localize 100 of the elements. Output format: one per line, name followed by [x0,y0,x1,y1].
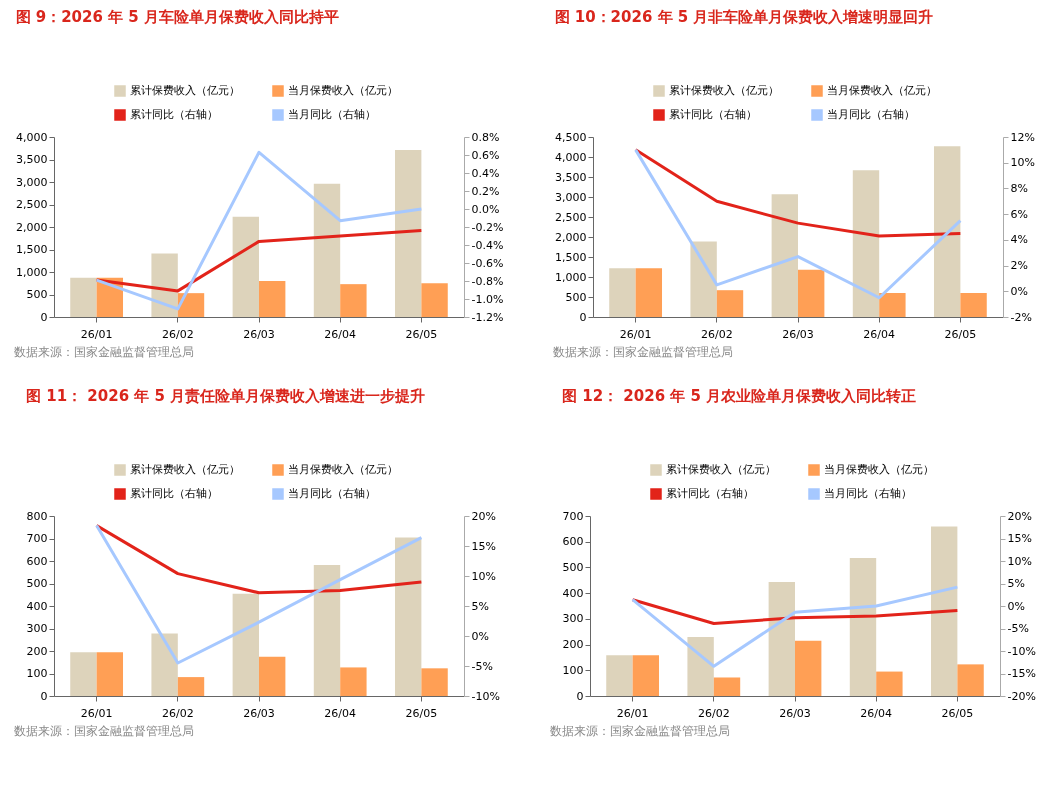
bar [340,667,367,696]
y2-tick-label: -20% [1007,689,1036,703]
bar [879,293,906,317]
y2-tick-label: 20% [1007,509,1032,523]
chart-title: 图 11： 2026 年 5 月责任险单月保费收入增速进一步提升 [26,387,426,405]
bar [340,284,367,317]
legend-label: 当月保费收入（亿元） [824,463,934,476]
y-tick-label: 3,500 [16,153,48,166]
bar [421,668,448,696]
bar [609,268,636,317]
x-tick-label: 26/05 [944,327,977,341]
y2-tick-label: -5% [471,659,493,673]
y2-tick-label: 15% [471,539,496,553]
bar [96,652,124,696]
y-tick-label: 4,000 [16,130,48,144]
legend-label: 累计保费收入（亿元） [130,84,240,97]
y2-tick-label: 0% [471,629,489,643]
legend-label: 当月保费收入（亿元） [827,84,937,97]
y2-tick-label: -10% [1007,644,1036,658]
line-series [631,585,959,668]
bar [768,582,795,696]
y2-tick-label: -10% [471,689,500,703]
y2-tick-label: 6% [1010,207,1028,221]
bar [394,150,422,317]
line-series [95,524,423,665]
y2-tick-label: -0.2% [471,220,504,234]
y-tick-label: 300 [26,622,48,635]
y-tick-label: 500 [26,577,48,590]
legend-label: 当月保费收入（亿元） [288,84,398,97]
x-tick-label: 26/03 [243,327,275,341]
y-tick-label: 3,000 [16,175,48,189]
y2-tick-label: 20% [471,509,496,523]
bar [70,277,97,317]
x-tick-label: 26/04 [860,706,893,720]
y2-tick-label: 2% [1010,259,1028,273]
x-tick-label: 26/04 [324,327,357,341]
y2-tick-label: 8% [1010,181,1028,195]
y-tick-label: 0 [576,689,584,703]
line-series [634,148,962,300]
legend-label: 当月同比（右轴） [288,487,376,500]
legend-label: 当月保费收入（亿元） [288,463,398,476]
x-tick-label: 26/04 [863,327,896,341]
bar [876,671,903,696]
y2-tick-label: -2% [1010,310,1032,324]
x-tick-label: 26/04 [324,706,357,720]
y2-tick-label: 10% [1007,554,1032,568]
y2-tick-label: -0.4% [471,238,504,252]
legend-label: 当月同比（右轴） [827,108,915,121]
y2-tick-label: -15% [1007,667,1036,680]
y-tick-label: 100 [26,667,48,680]
x-tick-label: 26/01 [619,327,652,341]
y2-tick-label: 15% [1007,532,1032,545]
x-tick-label: 26/03 [782,327,814,341]
bar [151,633,178,696]
x-tick-label: 26/05 [941,706,974,720]
y-tick-label: 2,000 [555,230,587,244]
y-tick-label: 0 [40,689,48,703]
bar [798,269,825,317]
legend-label: 累计保费收入（亿元） [130,463,240,476]
y2-tick-label: 10% [471,569,496,583]
legend-label: 累计同比（右轴） [130,487,218,500]
legend-label: 当月同比（右轴） [288,108,376,121]
line-series [631,598,959,626]
y2-tick-label: 5% [471,599,489,613]
y2-tick-label: -0.8% [471,274,504,288]
source-note: 数据来源：国家金融监督管理总局 [14,724,194,738]
y-tick-label: 400 [562,586,584,600]
y-tick-label: 0 [40,310,48,324]
bar [930,526,958,696]
y2-tick-label: 0.2% [471,184,500,198]
bar [313,183,341,317]
y2-tick-label: 0% [1010,284,1028,298]
bar [690,241,717,317]
bar [716,290,744,317]
line-series [95,150,423,311]
bar [960,293,987,317]
y-tick-label: 4,000 [555,150,587,164]
y-tick-label: 2,500 [16,198,48,211]
x-tick-label: 26/02 [700,327,733,341]
legend-label: 当月同比（右轴） [824,487,912,500]
bar [259,281,286,317]
y2-tick-label: 0.6% [471,148,500,162]
bar [957,664,984,696]
y2-tick-label: 10% [1010,156,1035,170]
y-tick-label: 200 [562,638,584,652]
y-tick-label: 700 [26,532,48,545]
y-tick-label: 1,000 [16,265,48,279]
bar [852,170,880,317]
bar [313,565,341,696]
y-tick-label: 3,500 [555,170,587,184]
x-tick-label: 26/05 [405,706,438,720]
y2-tick-label: -1.2% [471,310,504,324]
bar [259,656,286,696]
bar [232,593,259,696]
y2-tick-label: 0.0% [471,202,500,216]
y-tick-label: 1,000 [555,270,587,284]
bar [635,268,663,317]
chart-title: 图 12： 2026 年 5 月农业险单月保费收入同比转正 [562,387,917,405]
y-tick-label: 2,500 [555,210,587,224]
y2-tick-label: 0% [1007,599,1025,613]
